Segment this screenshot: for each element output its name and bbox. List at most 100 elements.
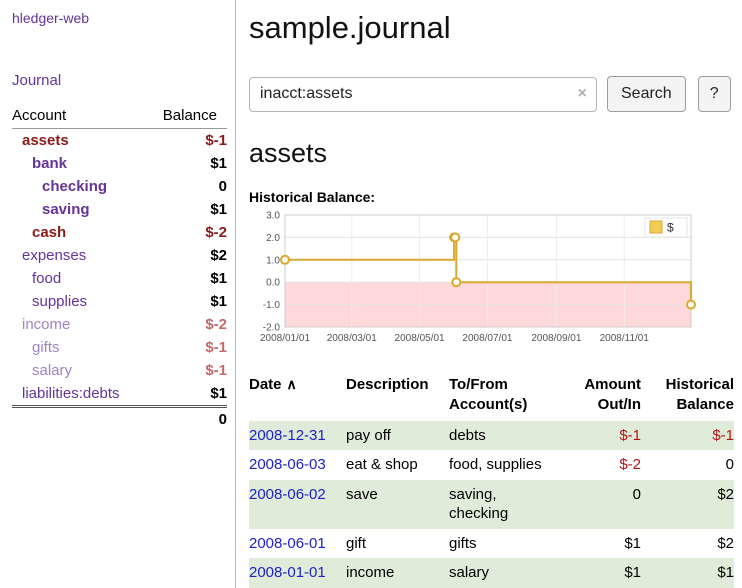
accounts-cell: gifts: [449, 534, 477, 552]
balance-cell: $-1: [712, 426, 734, 444]
register-header-description: Description: [346, 376, 429, 393]
journal-link[interactable]: Journal: [12, 72, 62, 89]
transaction-date-link[interactable]: 2008-12-31: [249, 426, 326, 444]
accounts-cell: debts: [449, 426, 486, 444]
account-link-saving[interactable]: saving: [42, 201, 90, 218]
account-link-expenses[interactable]: expenses: [22, 247, 87, 264]
transaction-row[interactable]: 2008-01-01 income salary $1 $1: [249, 558, 734, 588]
accounts-header-balance: Balance: [146, 105, 227, 129]
amount-cell: 0: [632, 485, 641, 503]
x-tick-label: 2008/03/01: [327, 333, 377, 344]
data-point-marker: [451, 277, 462, 288]
account-name-cell: bank: [12, 152, 147, 175]
y-tick-label: 0.0: [266, 278, 280, 289]
app-title-link[interactable]: hledger-web: [12, 10, 90, 26]
transaction-date-link[interactable]: 2008-06-02: [249, 485, 326, 503]
accounts-total-row: 0: [12, 405, 227, 431]
account-link-checking[interactable]: checking: [42, 178, 108, 195]
y-tick-label: 3.0: [266, 211, 280, 222]
balance-cell: 0: [725, 456, 734, 473]
amount-cell: $-1: [619, 426, 641, 444]
account-row: food $1: [12, 267, 227, 290]
register-header-balance: Historical Balance: [665, 376, 734, 414]
account-balance: $1: [210, 270, 227, 287]
amount-cell: $-2: [619, 456, 641, 473]
sidebar: hledger-web Journal Account Balance asse…: [0, 0, 236, 588]
data-point-marker: [450, 232, 461, 243]
clear-search-icon[interactable]: ×: [577, 84, 587, 102]
search-button[interactable]: Search: [607, 76, 686, 112]
search-input[interactable]: [249, 76, 597, 112]
register-header-date[interactable]: Date ∧: [249, 373, 346, 421]
description-cell: save: [346, 485, 378, 503]
x-tick-label: 2008/01/01: [260, 333, 310, 344]
account-link-gifts[interactable]: gifts: [32, 339, 60, 356]
account-name-cell: expenses: [12, 244, 147, 267]
balance-chart: 3.0 2.0 1.0 0.0 -1.0 -2.0 2008/01/01 2008/03/01…: [249, 209, 738, 357]
date-cell: 2008-12-31: [249, 421, 346, 451]
account-link-income[interactable]: income: [22, 316, 71, 333]
account-row: bank $1: [12, 152, 227, 175]
transaction-date-link[interactable]: 2008-01-01: [249, 564, 326, 581]
y-tick-label: -1.0: [263, 300, 281, 311]
transaction-date-link[interactable]: 2008-06-01: [249, 534, 326, 552]
x-tick-label: 2008/11/01: [600, 333, 650, 344]
page-title: sample.journal: [249, 10, 451, 45]
account-link-supplies[interactable]: supplies: [32, 293, 88, 310]
account-link-assets[interactable]: assets: [22, 132, 69, 149]
description-cell: eat & shop: [346, 456, 418, 473]
data-point-marker: [280, 254, 290, 265]
amount-cell: $1: [624, 564, 641, 581]
account-balance: 0: [218, 178, 227, 195]
chart-title: Historical Balance:: [249, 189, 376, 205]
accounts-total-balance: 0: [146, 405, 227, 431]
account-row: checking 0: [12, 175, 227, 198]
main-content: sample.journal × Search ? assets Histori…: [236, 0, 742, 588]
data-point-marker: [686, 299, 696, 310]
y-tick-label: -2.0: [263, 323, 281, 334]
account-balance: $-1: [205, 362, 227, 379]
description-cell: gift: [346, 534, 367, 552]
transaction-row[interactable]: 2008-06-01 gift gifts $1 $2: [249, 529, 734, 559]
y-tick-label: 2.0: [266, 233, 280, 244]
transaction-row[interactable]: 2008-06-02 save saving, checking 0 $2: [249, 479, 734, 529]
account-name-cell: cash: [12, 221, 147, 244]
accounts-cell: salary: [449, 564, 490, 581]
account-name-cell: gifts: [12, 336, 147, 359]
legend-swatch: [649, 220, 663, 234]
accounts-cell: food, supplies: [449, 456, 542, 473]
account-heading: assets: [249, 138, 328, 168]
account-name-cell: saving: [12, 198, 147, 221]
accounts-header-row: Account Balance: [12, 105, 227, 129]
date-cell: 2008-06-02: [249, 480, 346, 529]
accounts-table-body: assets $-1 bank $1 checking 0 saving $1 cash $-2 e…: [12, 129, 227, 407]
account-link-liabilities-debts[interactable]: liabilities:debts: [22, 385, 120, 402]
account-balance: $-2: [205, 224, 227, 241]
account-name-cell: supplies: [12, 290, 147, 313]
account-balance: $-1: [205, 339, 227, 356]
account-row: expenses $2: [12, 244, 227, 267]
account-row: income $-2: [12, 313, 227, 336]
account-link-cash[interactable]: cash: [32, 224, 67, 241]
search-box: ×: [249, 76, 597, 112]
balance-cell: $2: [717, 534, 734, 552]
description-cell: pay off: [346, 426, 391, 444]
account-row: supplies $1: [12, 290, 227, 313]
transaction-row[interactable]: 2008-12-31 pay off debts $-1 $-1: [249, 420, 734, 451]
date-cell: 2008-06-03: [249, 450, 346, 480]
y-tick-label: 1.0: [266, 255, 280, 266]
help-button[interactable]: ?: [697, 76, 731, 112]
account-row: salary $-1: [12, 359, 227, 382]
account-link-bank[interactable]: bank: [32, 155, 68, 172]
account-row: liabilities:debts $1: [12, 382, 227, 407]
account-name-cell: food: [12, 267, 147, 290]
transaction-date-link[interactable]: 2008-06-03: [249, 456, 326, 473]
search-form: × Search ?: [249, 76, 738, 112]
account-balance: $2: [210, 247, 227, 264]
register-header-row: Date ∧ Description To/From Account(s) Amo…: [249, 373, 734, 421]
account-link-food[interactable]: food: [32, 270, 62, 287]
account-link-salary[interactable]: salary: [32, 362, 73, 379]
transaction-row[interactable]: 2008-06-03 eat & shop food, supplies $-2 0: [249, 450, 734, 480]
account-row: cash $-2: [12, 221, 227, 244]
